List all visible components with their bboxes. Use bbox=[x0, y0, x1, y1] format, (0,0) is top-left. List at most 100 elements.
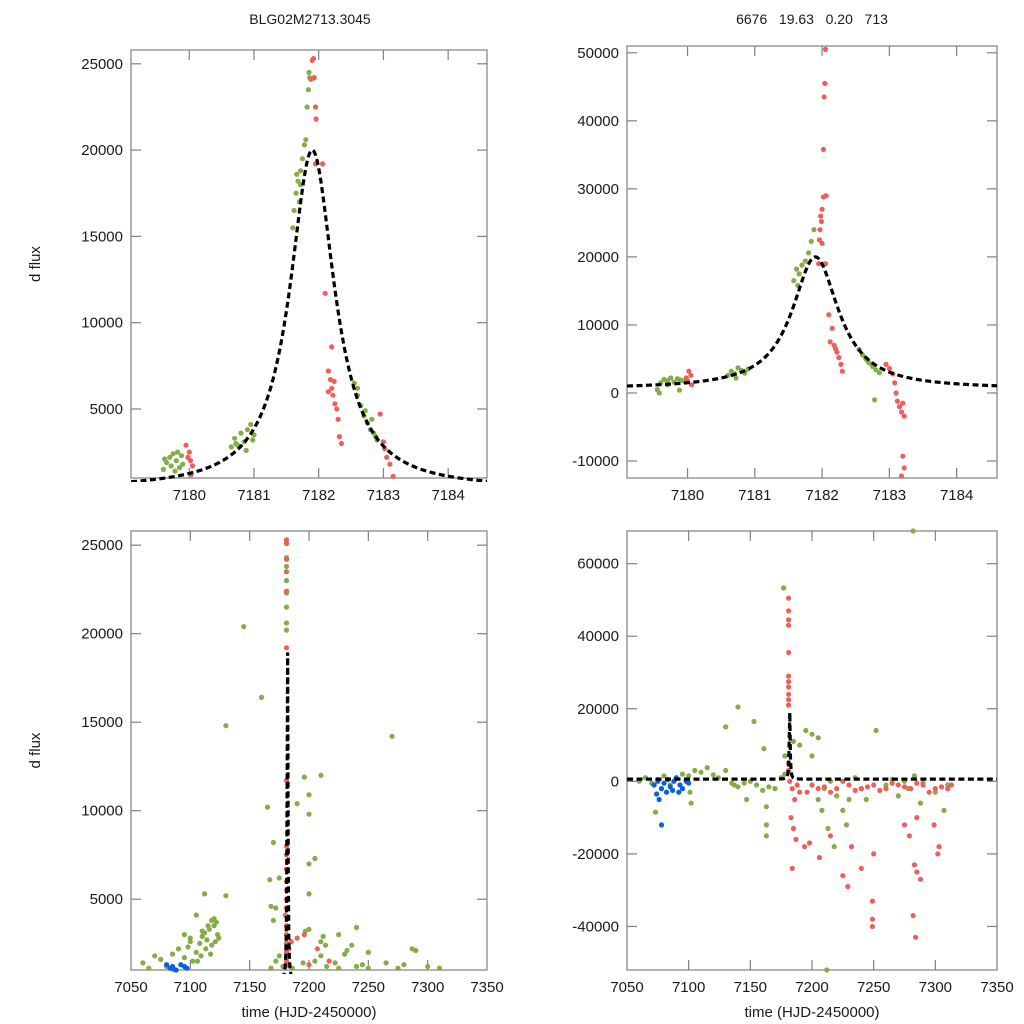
data-point-green bbox=[772, 786, 778, 792]
data-point-green bbox=[283, 620, 290, 626]
y-tick-label: 20000 bbox=[81, 142, 123, 159]
data-point-red bbox=[329, 385, 335, 391]
data-point-green bbox=[763, 822, 770, 828]
data-point-red bbox=[786, 691, 792, 697]
x-tick-label: 7183 bbox=[873, 487, 906, 504]
data-point-green bbox=[185, 944, 191, 950]
y-tick-label: -20000 bbox=[572, 846, 619, 863]
series-green bbox=[160, 69, 380, 474]
data-point-green bbox=[729, 780, 735, 786]
data-point-red bbox=[338, 440, 344, 447]
data-point-green bbox=[244, 427, 251, 433]
data-point-green bbox=[895, 793, 901, 799]
data-point-green bbox=[791, 278, 797, 284]
data-point-red bbox=[335, 416, 341, 422]
y-tick-label: 5000 bbox=[90, 401, 123, 418]
data-point-green bbox=[766, 784, 772, 790]
x-tick-label: 7250 bbox=[857, 979, 890, 996]
title-left: BLG02M2713.3045 bbox=[249, 11, 371, 27]
x-tick-label: 7184 bbox=[431, 487, 464, 504]
data-point-green bbox=[283, 563, 290, 570]
data-point-green bbox=[815, 796, 821, 803]
data-point-red bbox=[288, 939, 294, 945]
data-point-green bbox=[761, 746, 767, 752]
data-point-red bbox=[683, 375, 689, 381]
data-point-green bbox=[809, 731, 815, 737]
model-curve bbox=[131, 148, 487, 482]
data-point-red bbox=[858, 865, 864, 872]
x-tick-label: 7150 bbox=[734, 979, 767, 996]
y-tick-label: 10000 bbox=[577, 317, 619, 334]
data-point-green bbox=[825, 825, 831, 832]
y-tick-label: 20000 bbox=[577, 249, 619, 266]
data-point-red bbox=[901, 413, 907, 419]
data-point-green bbox=[831, 844, 837, 850]
data-point-red bbox=[908, 786, 914, 792]
data-point-red bbox=[845, 884, 851, 890]
data-point-green bbox=[843, 822, 850, 828]
data-point-red bbox=[894, 398, 901, 404]
data-point-red bbox=[821, 784, 827, 790]
data-point-green bbox=[294, 171, 300, 177]
data-point-green bbox=[203, 946, 209, 952]
data-point-green bbox=[425, 963, 431, 970]
y-tick-label: 20000 bbox=[577, 701, 619, 718]
data-point-red bbox=[819, 240, 825, 246]
data-point-red bbox=[786, 608, 792, 614]
data-point-green bbox=[283, 627, 290, 633]
data-point-green bbox=[863, 796, 869, 803]
data-point-green bbox=[872, 397, 878, 403]
data-point-green bbox=[175, 946, 182, 952]
data-point-blue bbox=[164, 962, 170, 968]
data-point-red bbox=[858, 786, 864, 792]
data-point-green bbox=[349, 942, 355, 948]
data-point-green bbox=[763, 833, 770, 839]
data-point-red bbox=[846, 782, 852, 788]
data-point-green bbox=[303, 137, 309, 143]
data-point-green bbox=[248, 421, 254, 428]
x-tick-label: 7100 bbox=[672, 979, 705, 996]
y-tick-label: 10000 bbox=[81, 803, 123, 820]
plot-frame bbox=[626, 45, 998, 479]
plot-frame bbox=[626, 530, 998, 971]
data-point-green bbox=[753, 782, 760, 788]
data-point-red bbox=[186, 449, 192, 455]
data-point-green bbox=[809, 753, 815, 759]
x-axis-label: time (HJD-2450000) bbox=[744, 1004, 879, 1021]
data-point-red bbox=[819, 206, 825, 212]
data-point-red bbox=[869, 923, 876, 930]
data-point-red bbox=[185, 454, 191, 460]
plot-frame bbox=[130, 530, 488, 971]
data-point-red bbox=[892, 380, 898, 386]
data-point-red bbox=[834, 786, 840, 792]
data-point-green bbox=[140, 960, 146, 966]
data-point-red bbox=[821, 94, 827, 100]
data-point-green bbox=[197, 940, 203, 947]
data-point-green bbox=[223, 893, 229, 899]
data-point-red bbox=[332, 401, 338, 407]
data-point-red bbox=[936, 844, 942, 850]
data-point-red bbox=[827, 339, 833, 345]
data-point-green bbox=[413, 947, 419, 954]
data-point-red bbox=[786, 684, 792, 690]
data-point-green bbox=[293, 190, 299, 196]
series-red bbox=[683, 46, 907, 479]
data-point-green bbox=[910, 528, 916, 534]
data-point-red bbox=[839, 368, 845, 374]
data-point-green bbox=[834, 793, 840, 799]
data-point-red bbox=[786, 673, 792, 679]
data-point-green bbox=[751, 718, 757, 725]
data-point-green bbox=[383, 960, 389, 966]
data-point-red bbox=[689, 382, 695, 388]
data-point-green bbox=[687, 789, 693, 795]
data-point-red bbox=[818, 213, 824, 219]
data-point-red bbox=[815, 786, 821, 792]
data-point-red bbox=[852, 787, 858, 794]
data-point-green bbox=[793, 266, 800, 272]
data-point-green bbox=[169, 951, 176, 957]
data-point-green bbox=[911, 773, 918, 779]
data-point-red bbox=[877, 787, 883, 794]
y-tick-label: 25000 bbox=[81, 537, 123, 554]
data-point-green bbox=[698, 769, 704, 775]
